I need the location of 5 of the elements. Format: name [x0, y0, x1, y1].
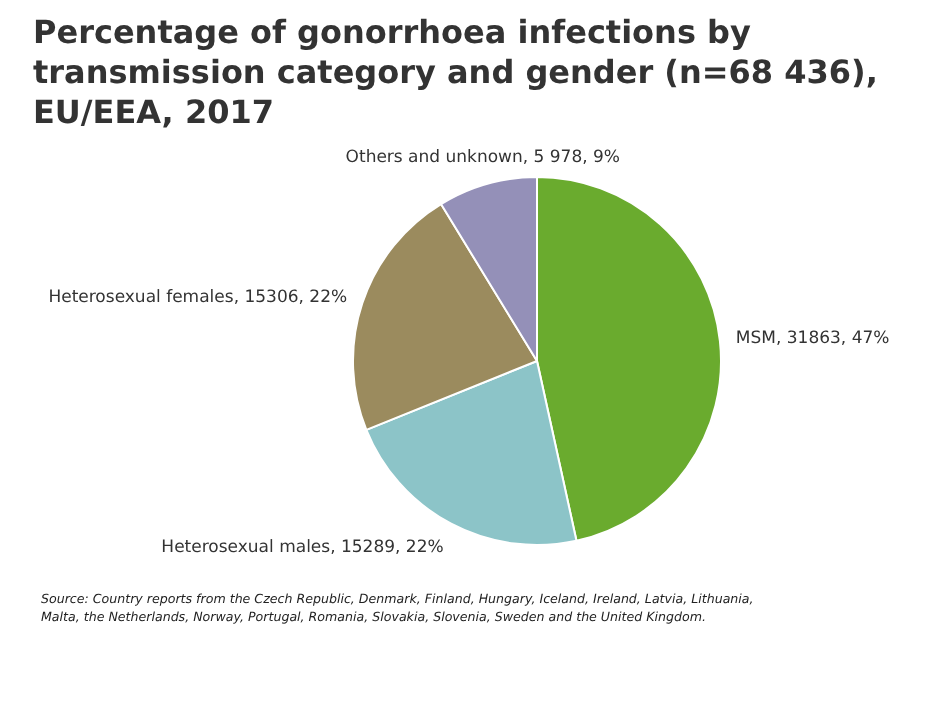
slice-label: Heterosexual males, 15289, 22%: [161, 537, 444, 558]
slice-label: Heterosexual females, 15306, 22%: [48, 288, 348, 309]
slice-label: Others and unknown, 5 978, 9%: [345, 148, 621, 169]
chart-title: Percentage of gonorrhoea infections by transmission category and gender (n=68 436), EU/EEA, 2017: [33, 13, 878, 131]
slice-label: MSM, 31863, 47%: [735, 329, 890, 350]
